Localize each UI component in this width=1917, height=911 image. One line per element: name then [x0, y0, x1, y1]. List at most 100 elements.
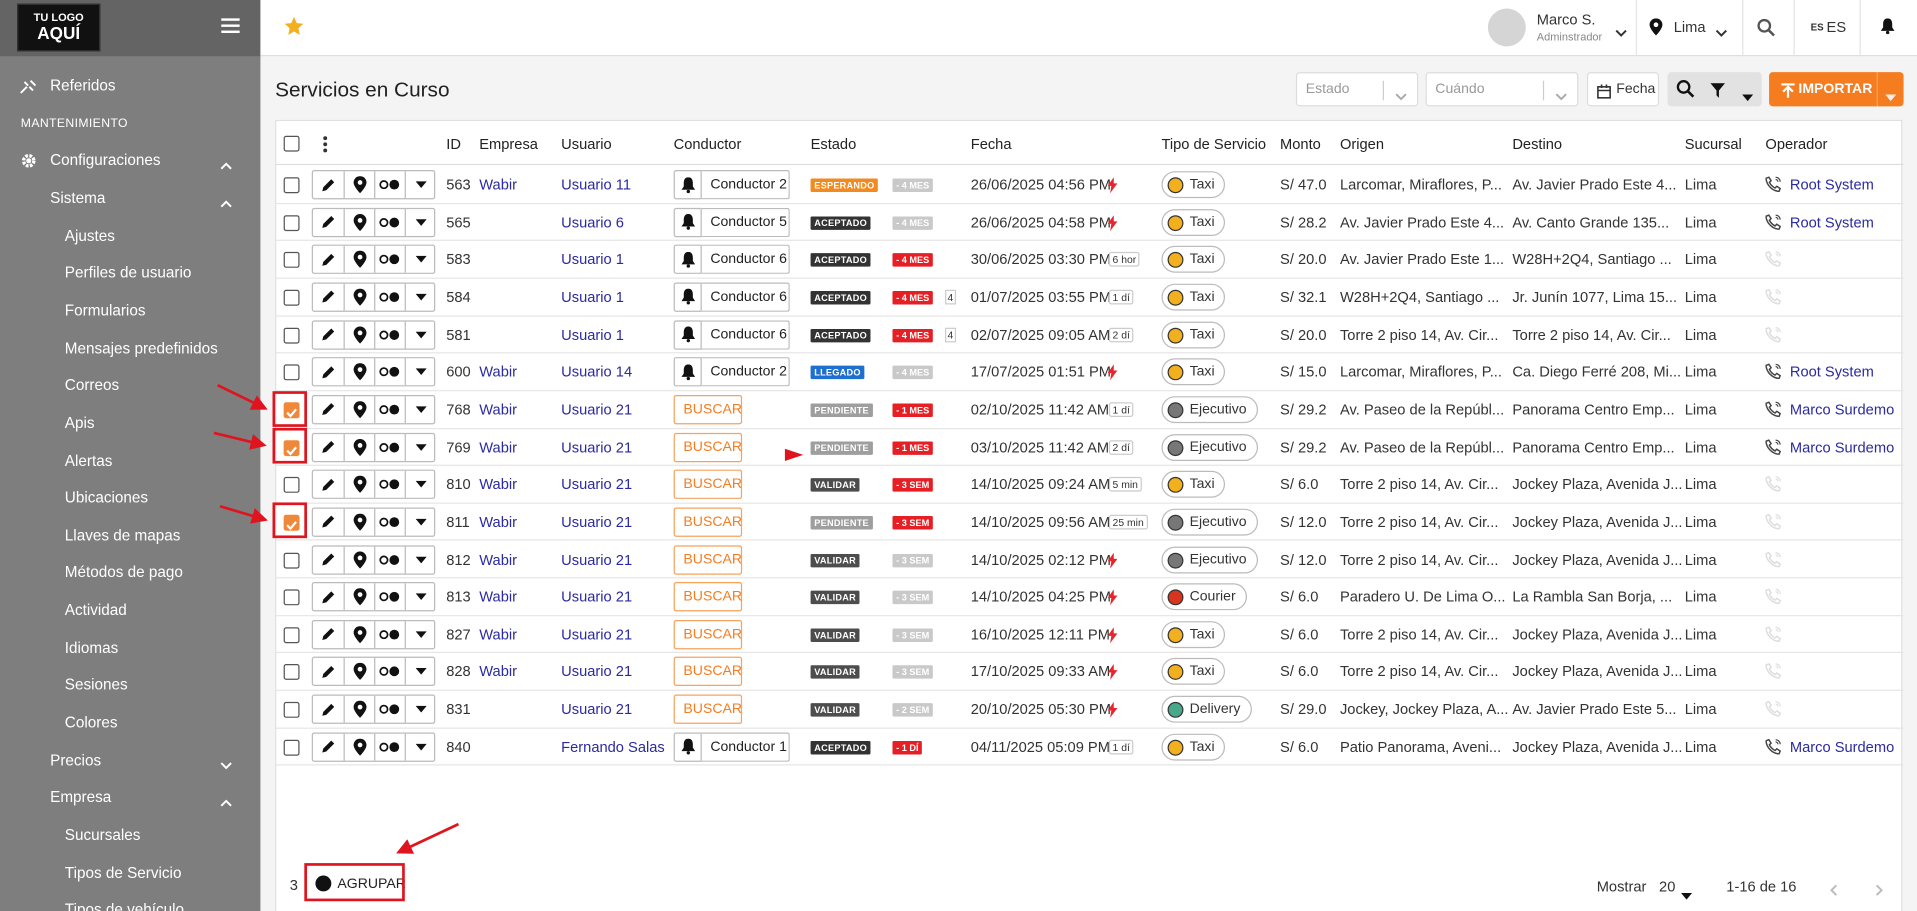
cell-usuario[interactable]: Usuario 6 [561, 213, 624, 231]
cell-empresa[interactable]: Wabir [479, 176, 518, 194]
action-toggle[interactable] [374, 658, 405, 686]
action-pin[interactable] [343, 508, 375, 536]
action-pencil[interactable] [313, 171, 344, 198]
action-pin[interactable] [343, 171, 375, 199]
cell-usuario[interactable]: Usuario 1 [561, 251, 624, 269]
action-toggle[interactable] [374, 283, 405, 311]
cell-empresa[interactable]: Wabir [479, 513, 518, 531]
cell-usuario[interactable]: Usuario 1 [561, 325, 624, 344]
sidebar-item[interactable]: Ubicaciones [0, 480, 260, 517]
sidebar-item[interactable]: Tipos de Servicio [0, 854, 260, 891]
checkbox[interactable] [283, 135, 300, 152]
cell-operador[interactable]: Root System [1789, 363, 1874, 381]
sidebar-item[interactable]: Sucursales [0, 817, 260, 854]
cell-usuario[interactable]: Usuario 1 [561, 288, 624, 306]
cell-empresa[interactable]: Wabir [479, 363, 518, 381]
operator-phone[interactable] [1765, 363, 1782, 385]
sidebar-item[interactable]: Sistema [0, 180, 260, 217]
action-caret[interactable] [404, 283, 436, 311]
operator-phone[interactable] [1765, 176, 1782, 198]
driver-bell[interactable] [673, 207, 702, 237]
driver-box[interactable]: Conductor 2 [701, 357, 790, 387]
sidebar-item[interactable]: Llaves de mapas [0, 517, 260, 554]
action-pin[interactable] [343, 283, 375, 311]
sidebar-item[interactable]: Perfiles de usuario [0, 255, 260, 292]
cell-usuario[interactable]: Usuario 11 [561, 176, 632, 194]
action-caret[interactable] [404, 695, 436, 723]
search-driver-button[interactable]: BUSCAR [673, 544, 743, 575]
operator-phone[interactable] [1765, 213, 1782, 236]
action-pin[interactable] [343, 620, 375, 648]
action-toggle[interactable] [374, 583, 405, 611]
driver-box[interactable]: Conductor 2 [701, 169, 790, 200]
operator-phone[interactable] [1765, 738, 1782, 760]
sidebar-item[interactable]: Referidos [0, 67, 260, 104]
dropdown-button[interactable] [1742, 86, 1754, 108]
action-toggle[interactable] [374, 321, 405, 349]
driver-box[interactable]: Conductor 1 [701, 732, 790, 762]
action-caret[interactable] [404, 508, 436, 536]
checkbox[interactable] [283, 214, 300, 231]
sidebar-item[interactable]: Métodos de pago [0, 554, 260, 591]
sidebar-item[interactable]: Ajustes [0, 217, 260, 254]
action-caret[interactable] [404, 658, 436, 686]
cell-empresa[interactable]: Wabir [479, 588, 518, 606]
action-caret[interactable] [404, 208, 436, 236]
checkbox[interactable] [283, 477, 300, 494]
checkbox[interactable] [283, 514, 300, 531]
sidebar-item[interactable]: Formularios [0, 292, 260, 329]
sidebar-item[interactable]: Precios [0, 742, 260, 779]
operator-phone[interactable] [1765, 401, 1782, 423]
action-toggle[interactable] [374, 358, 405, 386]
cell-usuario[interactable]: Usuario 21 [561, 513, 633, 531]
action-caret[interactable] [404, 545, 436, 573]
sidebar-item[interactable]: Sesiones [0, 667, 260, 704]
action-caret[interactable] [404, 583, 436, 611]
action-toggle[interactable] [374, 695, 405, 723]
cell-usuario[interactable]: Usuario 21 [561, 400, 633, 419]
checkbox[interactable] [283, 702, 300, 718]
action-pencil[interactable] [313, 583, 344, 610]
action-caret[interactable] [404, 246, 436, 274]
cell-operador[interactable]: Marco Surdemo [1789, 438, 1895, 456]
page-size[interactable]: 20 [1659, 877, 1676, 896]
action-pencil[interactable] [313, 396, 344, 423]
driver-box[interactable]: Conductor 5 [701, 207, 790, 237]
sidebar-item[interactable]: Empresa [0, 779, 260, 816]
search-icon[interactable] [1757, 18, 1775, 42]
import-button[interactable]: IMPORTAR [1769, 72, 1904, 107]
cell-empresa[interactable]: Wabir [479, 400, 518, 419]
cell-empresa[interactable]: Wabir [479, 550, 518, 568]
action-toggle[interactable] [374, 433, 405, 461]
checkbox[interactable] [283, 364, 300, 381]
sidebar-item[interactable]: Mensajes predefinidos [0, 330, 260, 367]
action-toggle[interactable] [374, 733, 405, 761]
driver-bell[interactable] [673, 319, 702, 350]
cell-operador[interactable]: Root System [1789, 213, 1874, 231]
action-pencil[interactable] [313, 246, 344, 273]
action-pin[interactable] [343, 658, 375, 686]
checkbox[interactable] [283, 289, 300, 306]
checkbox[interactable] [283, 252, 300, 269]
filter-select[interactable]: Estado [1295, 72, 1419, 107]
cell-usuario[interactable]: Usuario 14 [561, 363, 633, 381]
checkbox[interactable] [283, 327, 300, 344]
location[interactable]: Lima [1673, 18, 1706, 36]
action-pin[interactable] [343, 396, 375, 423]
action-pin[interactable] [343, 583, 375, 611]
action-caret[interactable] [404, 171, 436, 199]
sidebar-item[interactable]: Configuraciones [0, 142, 260, 179]
action-pin[interactable] [343, 695, 375, 723]
driver-bell[interactable] [673, 244, 702, 275]
checkbox[interactable] [283, 589, 300, 606]
action-pencil[interactable] [313, 733, 344, 760]
action-pencil[interactable] [313, 546, 344, 573]
checkbox[interactable] [283, 402, 300, 419]
action-pencil[interactable] [313, 284, 344, 311]
action-caret[interactable] [404, 396, 436, 423]
sidebar-item[interactable]: Apis [0, 405, 260, 442]
action-pin[interactable] [343, 545, 375, 573]
action-pin[interactable] [343, 246, 375, 274]
action-pencil[interactable] [313, 658, 344, 685]
driver-box[interactable]: Conductor 6 [701, 319, 790, 350]
